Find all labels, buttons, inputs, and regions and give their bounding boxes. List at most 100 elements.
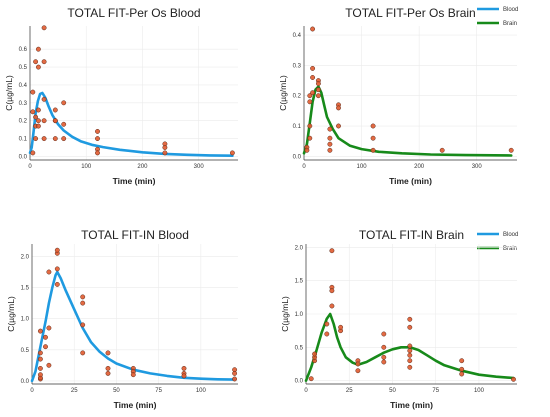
y-axis-label: C(µg/mL) [280,296,290,332]
data-point [95,128,100,134]
data-point [381,331,387,337]
data-point [307,123,313,129]
data-point [315,81,321,87]
data-point [130,372,136,378]
data-point [327,135,333,141]
data-point [308,376,314,382]
data-point [229,150,235,156]
data-point [41,136,47,142]
data-point [30,150,36,156]
data-point [459,371,465,377]
data-point [95,150,100,156]
data-point [511,376,516,382]
x-tick-label: 100 [196,388,207,394]
data-point [37,365,43,371]
data-point [329,288,335,294]
data-point [312,351,318,357]
y-tick-label: 1.0 [295,312,304,318]
data-point [80,350,86,356]
chart-panel-3: 0 25 50 75 100 0.0 0.5 1.0 1.5 2.0 TOTAL FIT-IN Bl… [6,228,238,410]
data-point [327,141,333,147]
y-tick-label: 0.4 [19,83,28,89]
data-point [105,365,111,371]
data-point [46,325,52,331]
data-point [33,59,39,65]
data-point [315,93,321,99]
y-tick-label: 0.4 [293,33,302,39]
legend: Blood Brain [477,232,518,252]
data-point [41,59,47,65]
x-axis-label: Time (min) [113,176,156,186]
data-point [459,358,465,364]
data-point [181,365,187,371]
data-point [35,46,41,52]
chart-panel-1: 0 100 200 300 0.0 0.1 0.2 0.3 0.4 0.5 0.6 TOTAL FIT… [4,6,238,186]
data-point [407,358,413,364]
y-tick-label: 0.0 [19,154,28,160]
data-point [43,344,48,350]
data-point [41,25,47,31]
x-tick-label: 50 [389,388,396,394]
data-point [370,123,376,129]
data-point [61,121,67,127]
data-point [336,105,341,111]
data-point [310,65,316,71]
x-tick-label: 200 [414,164,425,170]
data-point [37,350,43,356]
data-point [338,324,344,330]
data-point [46,362,52,368]
data-point [370,147,376,153]
data-point [37,356,43,362]
y-tick-label: 0.2 [19,119,28,125]
data-point [33,136,39,142]
data-point [54,266,60,272]
y-axis-label: C(µg/mL) [4,75,14,111]
data-point [80,294,86,300]
data-point [407,316,413,322]
y-tick-label: 0.5 [19,65,28,71]
data-point [329,248,335,254]
y-axis-label: C(µg/mL) [6,296,16,332]
data-point [355,368,361,374]
legend-label-blood: Blood [503,7,518,13]
data-point [35,64,41,70]
y-tick-label: 0.1 [19,137,28,143]
data-point [370,135,376,141]
data-point [46,269,52,275]
fit-line-brain [302,85,513,157]
data-point [407,364,413,370]
y-tick-label: 0.2 [293,94,302,100]
x-axis-label: Time (min) [114,400,157,410]
data-point [54,247,60,253]
data-point [54,281,60,287]
y-tick-label: 0.0 [21,379,30,385]
data-point [324,331,330,337]
data-point [52,136,58,142]
y-tick-label: 0.6 [19,47,28,53]
data-point [61,136,67,142]
x-tick-label: 200 [137,164,148,170]
y-tick-label: 0.3 [19,101,28,107]
data-point [105,370,111,376]
chart-title: TOTAL FIT-Per Os Blood [67,6,200,20]
data-point [37,328,43,334]
data-point [35,123,41,129]
data-point [327,126,333,132]
y-tick-label: 0.5 [295,345,304,351]
data-point [30,89,36,95]
data-point [307,135,313,141]
x-tick-label: 25 [71,388,78,394]
fit-line-blood [28,91,234,157]
y-axis-label: C(µg/mL) [278,75,288,111]
data-point [407,324,413,330]
data-point [329,303,335,309]
data-point [307,99,313,105]
data-point [162,145,168,150]
data-point [304,147,310,153]
y-tick-label: 0.0 [293,154,302,160]
x-tick-label: 0 [30,388,34,394]
y-tick-label: 1.0 [21,317,30,323]
y-tick-label: 1.5 [295,279,304,285]
data-point [310,90,316,96]
